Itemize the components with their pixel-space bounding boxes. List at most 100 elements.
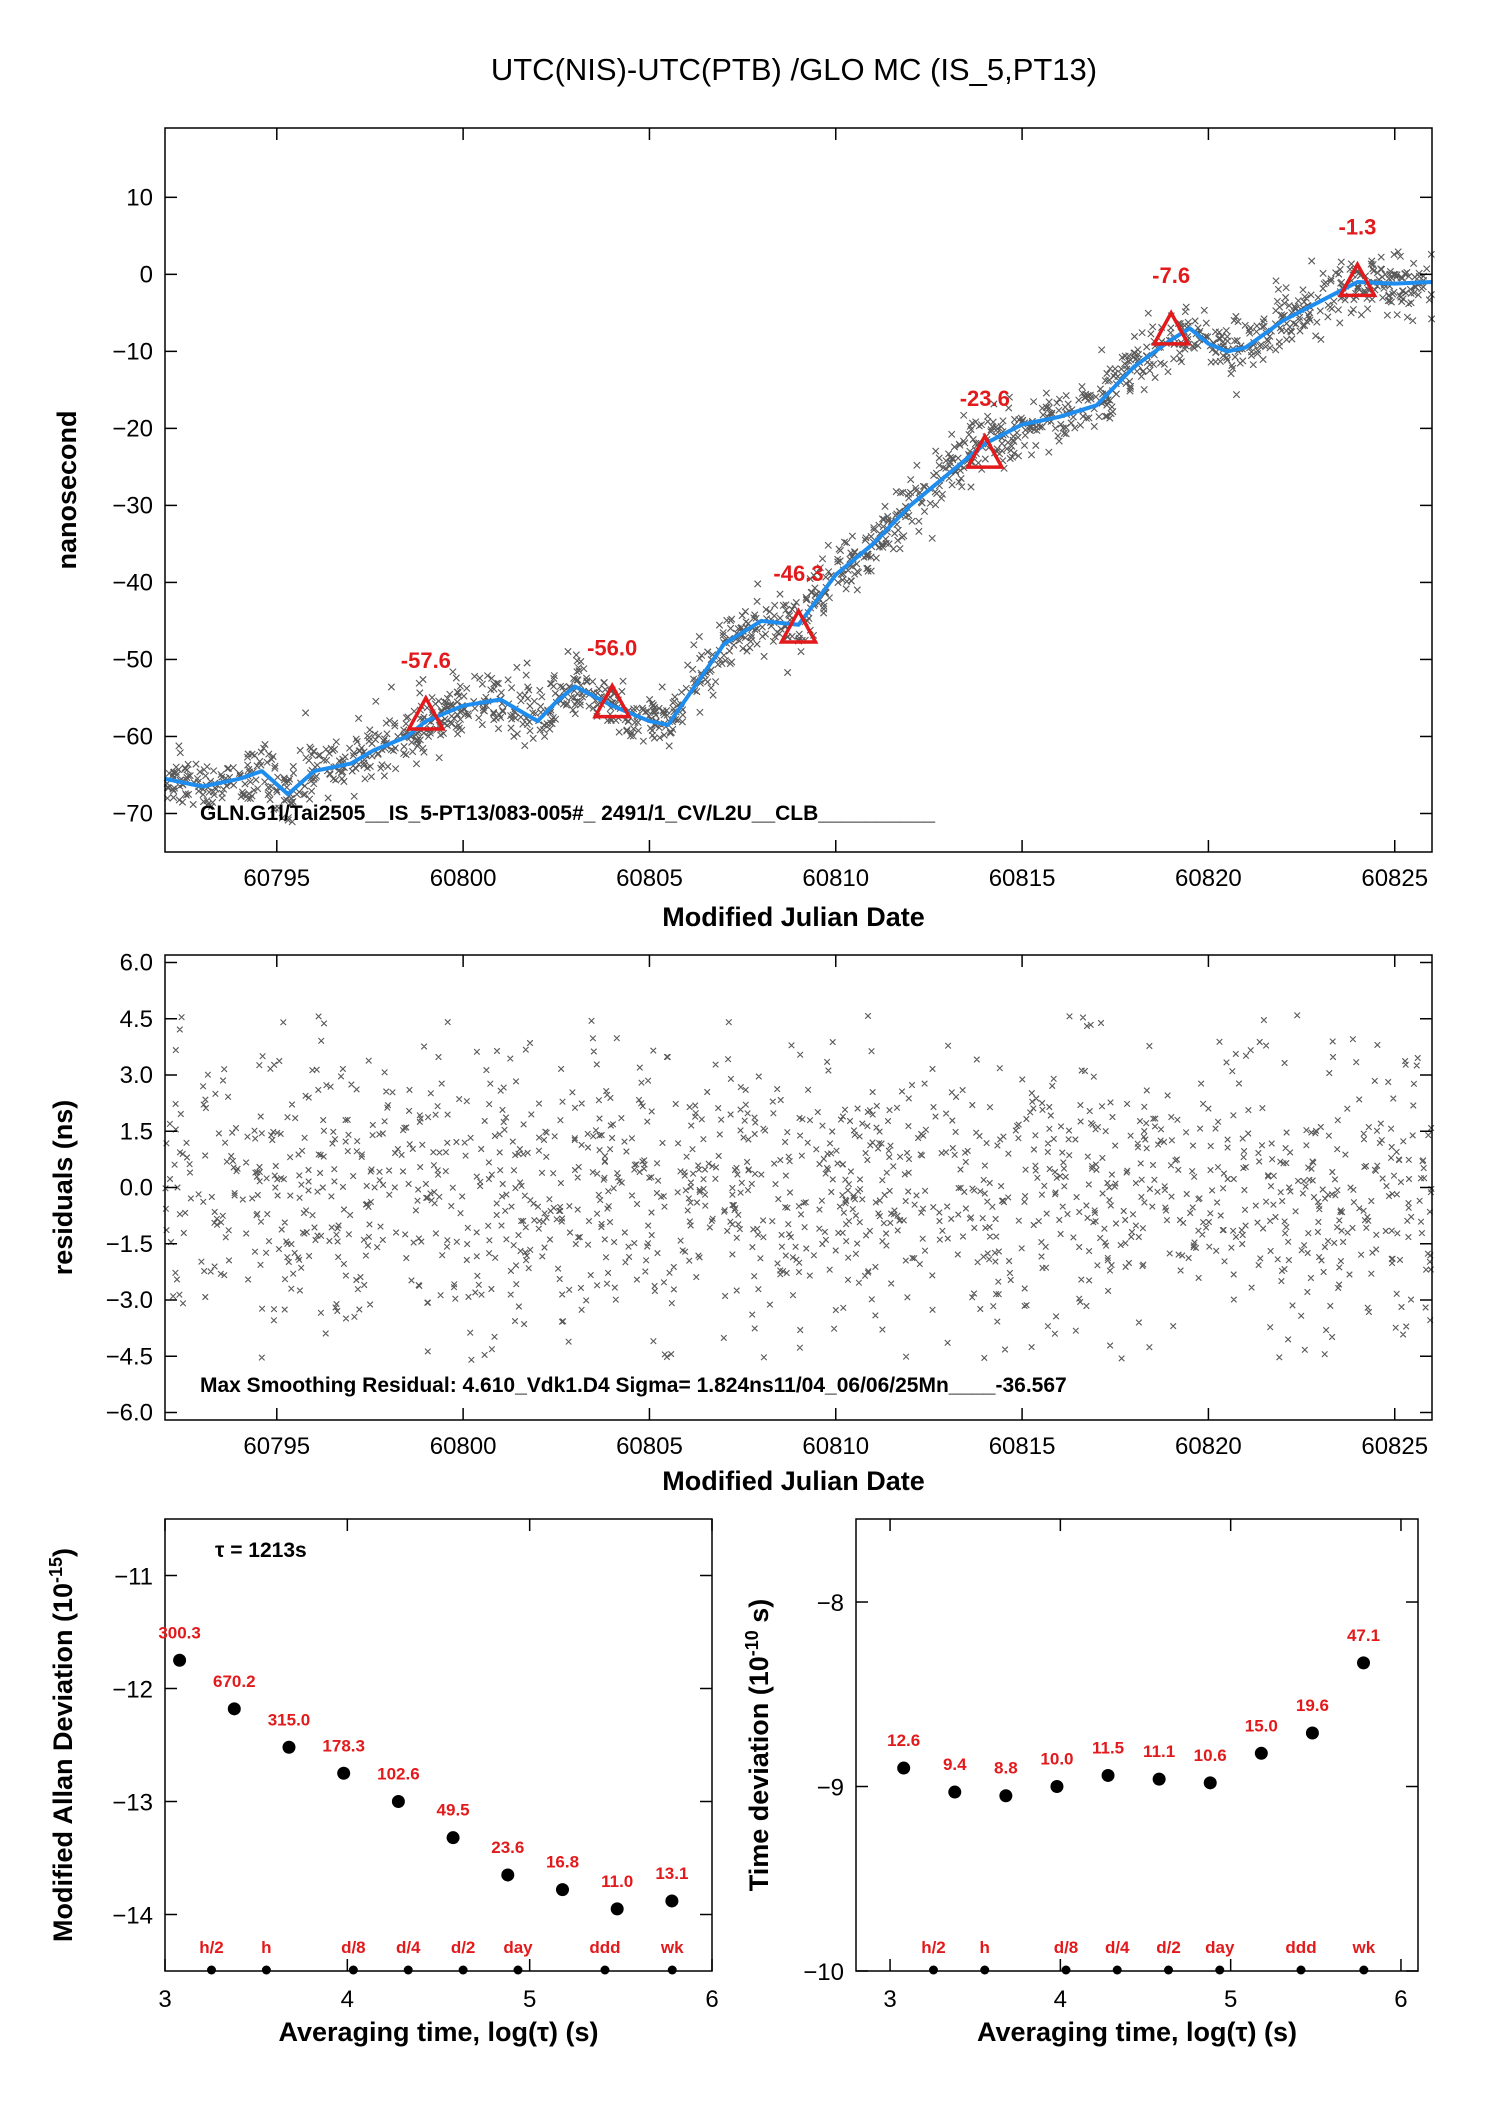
- res-ytick-label-3: 1.5: [120, 1118, 153, 1145]
- tdev-period-label-2: d/8: [1054, 1938, 1079, 1957]
- mdev-period-dot-6: [600, 1965, 610, 1975]
- tdev-point-2: [999, 1789, 1013, 1803]
- tdev-y-axis-label: Time deviation (10-10 s): [742, 1599, 774, 1892]
- tdev-point-0: [897, 1761, 911, 1775]
- main-xtick-label-0: 60795: [243, 865, 310, 892]
- mdev-period-label-0: h/2: [199, 1938, 224, 1957]
- tdev-xtick-label-2: 5: [1224, 1986, 1237, 2013]
- tdev-period-label-6: ddd: [1285, 1938, 1316, 1957]
- tdev-period-dot-7: [1359, 1965, 1369, 1975]
- mdev-period-dot-7: [667, 1965, 677, 1975]
- mdev-ytick-label-3: −14: [112, 1903, 153, 1930]
- main-ytick-label-2: −10: [112, 338, 153, 365]
- tdev-period-label-3: d/4: [1105, 1938, 1130, 1957]
- mdev-ytick-label-0: −11: [114, 1564, 153, 1591]
- mdev-period-label-3: d/4: [396, 1938, 421, 1957]
- tdev-period-dot-2: [1061, 1965, 1071, 1975]
- mdev-point-label-8: 11.0: [601, 1872, 633, 1891]
- tdev-period-dot-0: [928, 1965, 938, 1975]
- res-ytick-label-2: 3.0: [120, 1062, 153, 1089]
- tdev-point-label-0: 12.6: [887, 1731, 920, 1750]
- main-xtick-label-3: 60810: [802, 865, 869, 892]
- marker-label-1: -56.0: [587, 636, 637, 661]
- marker-triangle-4: [1151, 309, 1192, 346]
- tdev-period-label-1: h: [980, 1938, 990, 1957]
- main-xtick-label-1: 60800: [430, 865, 497, 892]
- mdev-ytick-label-2: −13: [112, 1790, 153, 1817]
- res-info-note: Max Smoothing Residual: 4.610_Vdk1.D4 Si…: [200, 1374, 1067, 1397]
- mdev-period-dot-5: [513, 1965, 523, 1975]
- tdev-xtick-label-3: 6: [1394, 1986, 1407, 2013]
- mdev-point-label-4: 102.6: [377, 1765, 420, 1784]
- tdev-period-label-5: day: [1205, 1938, 1235, 1957]
- res-x-axis-label: Modified Julian Date: [662, 1466, 925, 1496]
- tdev-point-label-7: 15.0: [1245, 1716, 1278, 1735]
- tdev-point-7: [1254, 1746, 1268, 1760]
- mdev-plot-frame: [164, 1518, 713, 1972]
- main-chart-panel: -57.6 -56.0 -46.3 -23.6 -7.6 -1.3 60795 60800 60…: [52, 127, 1436, 932]
- res-xtick-label-2: 60805: [616, 1433, 683, 1460]
- tdev-xtick-label-1: 4: [1054, 1986, 1067, 2013]
- main-y-axis-label: nanosecond: [52, 410, 82, 569]
- mdev-point-9: [665, 1894, 679, 1908]
- tdev-point-8: [1305, 1726, 1319, 1740]
- tdev-point-1: [948, 1785, 962, 1799]
- mdev-point-2: [282, 1740, 296, 1754]
- res-ytick-label-1: 4.5: [120, 1006, 153, 1033]
- tdev-period-label-4: d/2: [1156, 1938, 1181, 1957]
- mdev-period-label-5: day: [503, 1938, 533, 1957]
- main-scatter-points: [163, 248, 1436, 826]
- tdev-point-label-2: 8.8: [994, 1759, 1018, 1778]
- main-ytick-label-3: −20: [112, 415, 153, 442]
- tdev-point-label-9: 47.1: [1347, 1626, 1380, 1645]
- marker-label-3: -23.6: [960, 386, 1010, 411]
- mdev-point-8: [610, 1902, 624, 1916]
- smooth-fit-curve: [164, 280, 1433, 797]
- tdev-ytick-label-2: −10: [803, 1959, 844, 1986]
- marker-triangle-0: [405, 694, 446, 731]
- mdev-point-1: [227, 1702, 241, 1716]
- main-ytick-label-8: −70: [112, 800, 153, 827]
- res-ytick-label-7: −4.5: [106, 1343, 153, 1370]
- res-ytick-label-6: −3.0: [106, 1287, 153, 1314]
- main-ytick-label-7: −60: [112, 723, 153, 750]
- figure-title: UTC(NIS)-UTC(PTB) /GLO MC (IS_5,PT13): [491, 52, 1097, 87]
- tdev-point-label-3: 10.0: [1040, 1750, 1073, 1769]
- mdev-xtick-label-3: 6: [705, 1986, 718, 2013]
- mdev-tau-note: τ = 1213s: [215, 1539, 307, 1562]
- mdev-period-label-2: d/8: [341, 1938, 366, 1957]
- mdev-xtick-label-1: 4: [341, 1986, 354, 2013]
- mdev-xtick-label-0: 3: [158, 1986, 171, 2013]
- mdev-point-0: [173, 1653, 187, 1667]
- tdev-point-label-8: 19.6: [1296, 1696, 1329, 1715]
- mdev-point-label-6: 23.6: [491, 1838, 524, 1857]
- residuals-chart-panel: 60795 60800 60805 60810 60815 60820 60825 6.0 4.…: [48, 950, 1435, 1496]
- mdev-xtick-label-2: 5: [523, 1986, 536, 2013]
- time-deviation-chart-panel: 3 4 5 6 −8 −9 −10 12.6 9.4 8.8 10.0 11.5 11.1 10.6 15.…: [742, 1518, 1419, 2047]
- main-plot-frame: [164, 127, 1433, 853]
- main-ytick-label-4: −30: [112, 492, 153, 519]
- tdev-period-dot-1: [980, 1965, 990, 1975]
- mdev-period-dot-3: [403, 1965, 413, 1975]
- mdev-point-3: [337, 1766, 351, 1780]
- mdev-period-label-4: d/2: [451, 1938, 476, 1957]
- tdev-point-9: [1357, 1656, 1371, 1670]
- tdev-ytick-label-1: −9: [817, 1775, 844, 1802]
- tdev-xtick-label-0: 3: [883, 1986, 896, 2013]
- mdev-point-label-3: 178.3: [322, 1736, 365, 1755]
- mdev-period-dot-2: [348, 1965, 358, 1975]
- mdev-point-4: [391, 1795, 405, 1808]
- res-xtick-label-0: 60795: [243, 1433, 310, 1460]
- tdev-point-3: [1050, 1780, 1064, 1794]
- res-xtick-label-1: 60800: [430, 1433, 497, 1460]
- main-xtick-label-4: 60815: [989, 865, 1056, 892]
- mdev-period-dot-4: [458, 1965, 468, 1975]
- main-ytick-label-5: −40: [112, 569, 153, 596]
- tdev-period-label-7: wk: [1351, 1938, 1375, 1957]
- main-x-axis-label: Modified Julian Date: [662, 902, 925, 932]
- mdev-point-label-1: 670.2: [213, 1672, 256, 1691]
- tdev-point-6: [1203, 1776, 1217, 1790]
- res-ytick-label-5: −1.5: [106, 1231, 153, 1258]
- tdev-period-dot-6: [1296, 1965, 1306, 1975]
